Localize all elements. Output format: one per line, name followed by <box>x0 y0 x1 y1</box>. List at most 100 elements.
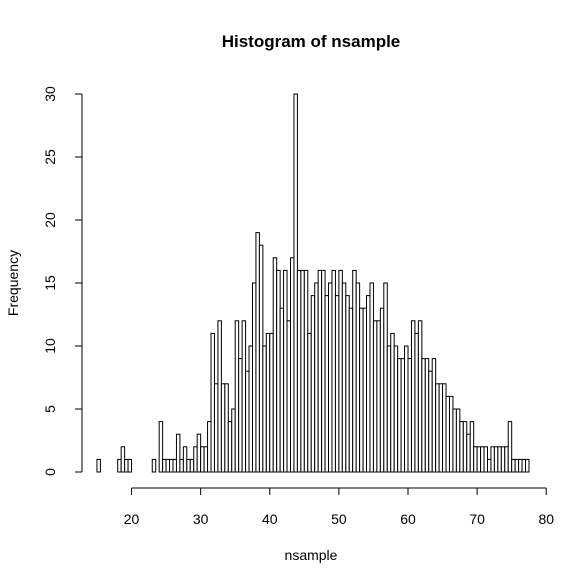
y-tick-label: 25 <box>42 149 58 165</box>
histogram-bar <box>269 332 274 473</box>
histogram-bar <box>272 257 278 473</box>
histogram-bar <box>248 345 253 473</box>
x-axis: 20 30 40 50 60 70 80 <box>124 487 554 527</box>
histogram-bar <box>428 370 433 473</box>
histogram-bar <box>452 408 457 473</box>
histogram-bar <box>504 446 509 473</box>
y-tick-label: 30 <box>42 86 58 102</box>
histogram-bar <box>414 332 419 473</box>
y-tick-label: 0 <box>42 468 58 476</box>
histogram-bar <box>175 433 181 473</box>
histogram-bar <box>258 244 264 473</box>
histogram-bars <box>96 93 530 473</box>
histogram-bar <box>120 446 126 473</box>
histogram-bar <box>220 383 226 473</box>
histogram-bar <box>314 282 319 473</box>
x-tick-label: 60 <box>400 511 416 527</box>
histogram-bar <box>410 320 416 473</box>
histogram-bar <box>165 458 171 473</box>
histogram-bar <box>386 345 392 473</box>
histogram-bar <box>231 408 236 473</box>
histogram-bar <box>355 282 361 473</box>
histogram-bar <box>328 282 333 473</box>
histogram-bar <box>293 93 298 473</box>
histogram-bar <box>500 446 506 473</box>
histogram-bar <box>245 370 250 473</box>
histogram-bar <box>507 421 513 473</box>
histogram-bar <box>96 458 101 473</box>
histogram-bar <box>324 295 330 473</box>
histogram-bar <box>431 358 437 473</box>
histogram-bar <box>300 269 305 473</box>
histogram-bar <box>189 458 195 473</box>
histogram-bar <box>276 269 281 473</box>
histogram-bar <box>172 458 177 473</box>
histogram-bar <box>341 282 347 473</box>
histogram-bar <box>279 307 285 473</box>
histogram-bar <box>424 358 430 473</box>
histogram-bar <box>490 446 495 473</box>
histogram-bar <box>182 446 188 473</box>
histogram-bar <box>466 433 471 473</box>
histogram-bar <box>486 458 492 473</box>
histogram-bar <box>331 269 336 473</box>
histogram-bar <box>400 358 406 473</box>
x-tick-label: 50 <box>331 511 347 527</box>
histogram-bar <box>514 458 520 473</box>
histogram-bar <box>124 458 129 473</box>
histogram-bar <box>227 421 233 473</box>
histogram-bar <box>217 320 222 473</box>
histogram-bar <box>224 383 229 473</box>
y-tick-label: 15 <box>42 275 58 291</box>
histogram-bar <box>359 307 364 473</box>
histogram-bar <box>262 345 267 473</box>
histogram-bar <box>345 295 350 473</box>
histogram-bar <box>369 282 374 473</box>
y-axis-label: Frequency <box>5 250 21 316</box>
histogram-bar <box>372 320 378 473</box>
histogram-bar <box>379 307 385 473</box>
histogram-bar <box>255 232 260 473</box>
histogram-bar <box>265 332 271 473</box>
histogram-bar <box>193 446 198 473</box>
histogram-bar <box>493 446 499 473</box>
histogram-bar <box>158 421 164 473</box>
histogram-bar <box>307 332 312 473</box>
histogram-bar <box>348 307 354 473</box>
histogram-bar <box>462 421 468 473</box>
y-axis: 0 5 10 15 20 25 30 <box>42 86 83 476</box>
x-axis-label: nsample <box>285 547 338 563</box>
histogram-bar <box>435 383 440 473</box>
x-tick-label: 30 <box>193 511 209 527</box>
histogram-bar <box>210 332 215 473</box>
histogram-bar <box>397 358 402 473</box>
histogram-bar <box>469 421 475 473</box>
histogram-bar <box>234 320 240 473</box>
x-tick-label: 20 <box>124 511 140 527</box>
histogram-bar <box>179 458 184 473</box>
histogram-bar <box>483 446 489 473</box>
histogram-bar <box>303 269 309 473</box>
histogram-bar <box>442 383 447 473</box>
histogram-bar <box>338 269 343 473</box>
histogram-bar <box>521 458 527 473</box>
histogram-bar <box>421 358 426 473</box>
histogram-bar <box>407 358 412 473</box>
histogram-bar <box>497 446 502 473</box>
histogram-bar <box>317 269 323 473</box>
histogram-bar <box>480 446 485 473</box>
histogram-bar <box>459 421 464 473</box>
histogram-bar <box>352 269 357 473</box>
histogram-bar <box>362 307 368 473</box>
histogram-bar <box>290 257 295 473</box>
histogram-bar <box>438 383 444 473</box>
histogram-bar <box>321 269 326 473</box>
histogram-bar <box>241 320 247 473</box>
histogram-bar <box>310 295 316 473</box>
histogram-bar <box>445 395 450 473</box>
x-tick-label: 70 <box>469 511 485 527</box>
histogram-bar <box>334 295 340 473</box>
chart-title: Histogram of nsample <box>222 32 401 51</box>
